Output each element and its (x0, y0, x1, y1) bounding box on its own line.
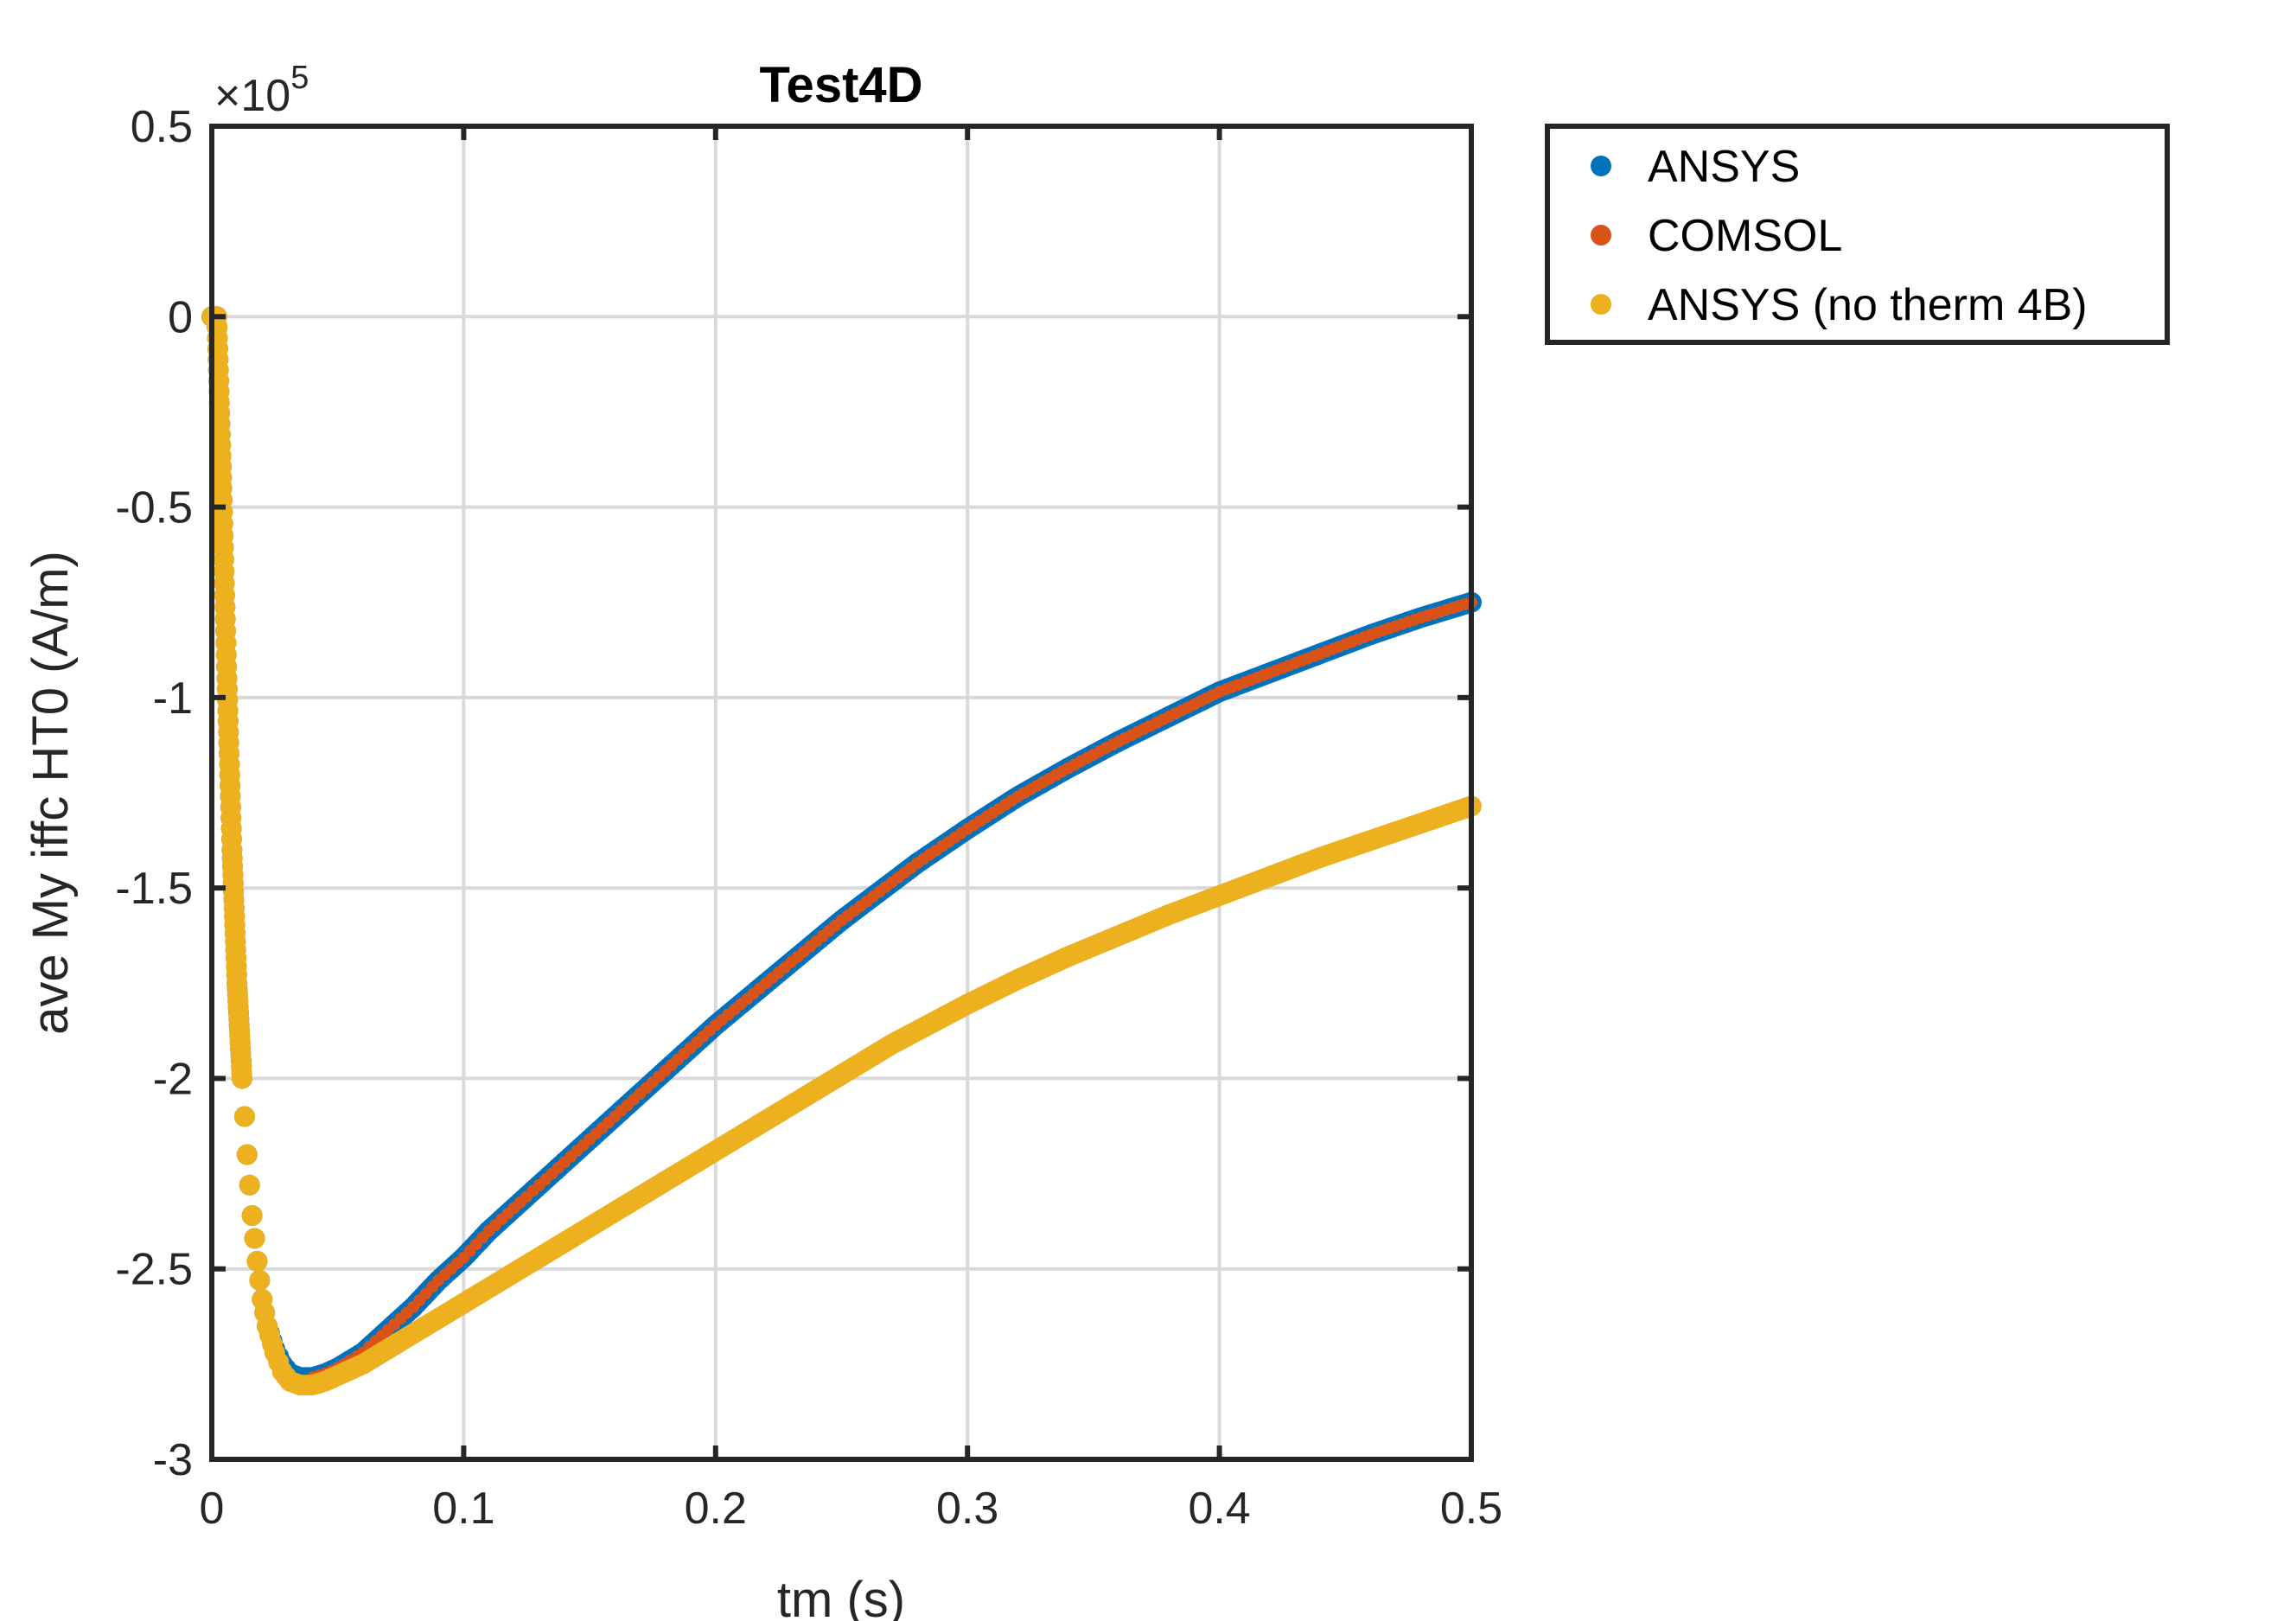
legend-label: ANSYS (no therm 4B) (1648, 280, 2088, 330)
legend-items: ANSYS COMSOL ANSYS (no therm 4B) (1591, 142, 2088, 330)
y-tick-label: -2.5 (115, 1245, 193, 1295)
tick-labels: 0 0.1 0.2 0.3 0.4 0.5 0.5 0 -0.5 -1 -1.5 -2 -2.5 -3 (115, 102, 1502, 1534)
data-point (233, 1106, 255, 1127)
data-point (246, 1250, 268, 1272)
y-tick-label: 0.5 (131, 102, 193, 152)
data-point (239, 1174, 260, 1196)
y-tick-label: -0.5 (115, 483, 193, 533)
y-axis-label: ave My iffc HT0 (A/m) (22, 551, 79, 1035)
plot-area-background (212, 126, 1471, 1459)
y-tick-label: -2 (153, 1054, 193, 1104)
legend: ANSYS COMSOL ANSYS (no therm 4B) (1545, 124, 2170, 345)
data-point (241, 1205, 263, 1227)
legend-box (1545, 124, 2170, 345)
legend-marker (1591, 294, 1611, 315)
x-tick-label: 0 (200, 1484, 225, 1534)
plot-area-frame (209, 124, 1474, 1462)
y-exponent-base: ×10 (214, 71, 290, 121)
x-tick-label: 0.4 (1188, 1484, 1250, 1534)
legend-marker (1591, 225, 1611, 246)
grid-lines (212, 126, 1471, 1459)
x-tick-label: 0.5 (1440, 1484, 1502, 1534)
y-tick-label: 0 (168, 292, 193, 342)
y-tick-label: -1 (153, 673, 193, 724)
x-tick-label: 0.2 (685, 1484, 747, 1534)
series-1 (306, 596, 1477, 1384)
x-tick-label: 0.1 (432, 1484, 494, 1534)
data-point (244, 1228, 265, 1249)
y-axis-exponent: ×105 (214, 60, 309, 121)
chart-title: Test4D (759, 57, 922, 113)
legend-label: ANSYS (1648, 142, 1800, 192)
series-2 (201, 306, 1482, 1396)
legend-marker (1591, 156, 1611, 176)
data-point (236, 1144, 258, 1165)
x-tick-label: 0.3 (936, 1484, 998, 1534)
legend-label: COMSOL (1648, 211, 1842, 261)
axis-ticks (209, 124, 1474, 1462)
data-points (201, 306, 1482, 1396)
data-point (231, 1068, 252, 1089)
y-tick-label: -1.5 (115, 864, 193, 914)
y-tick-label: -3 (153, 1435, 193, 1485)
y-exponent-power: 5 (290, 60, 309, 96)
data-point (249, 1269, 271, 1291)
x-axis-label: tm (s) (777, 1572, 905, 1621)
